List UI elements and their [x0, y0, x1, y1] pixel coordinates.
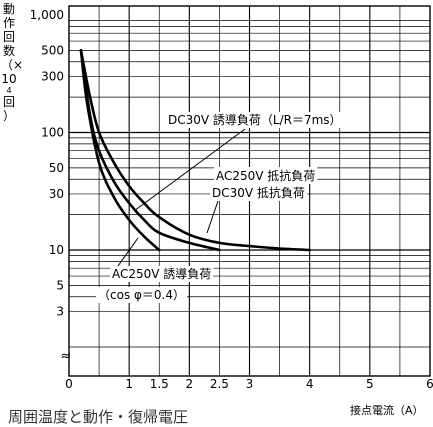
y-tick-label: 3: [56, 304, 64, 318]
x-tick-label: 2.5: [210, 377, 229, 391]
x-axis-title: 接点電流（A）: [350, 404, 424, 417]
y-tick-label: 5: [56, 278, 64, 292]
y-title-char: ）: [2, 109, 15, 123]
x-tick-label: 2: [186, 377, 194, 391]
callout-bg: [210, 184, 307, 201]
x-tick-label: 6: [426, 377, 433, 391]
caption-cut: 周囲温度と動作・復帰電圧: [8, 408, 189, 426]
callout-label: （cos φ＝0.4）: [98, 288, 185, 302]
y-tick-label: 500: [41, 43, 64, 57]
y-tick-label: 100: [41, 126, 64, 140]
y-title-char: （×: [1, 58, 24, 72]
callout-bg: [214, 167, 318, 184]
series-line-1: [79, 49, 311, 252]
series-line-2: [79, 49, 221, 252]
y-tick-label: 1,000: [30, 8, 64, 22]
y-tick-label: 10: [49, 243, 64, 257]
grid: [68, 5, 431, 377]
series-line-3: [79, 49, 161, 252]
y-title-char: 4: [6, 86, 12, 95]
x-tick-label: 1: [125, 377, 133, 391]
curves: [79, 49, 311, 252]
y-title-char: 回: [2, 30, 15, 44]
y-title-char: 作: [2, 16, 15, 30]
callout-leader: [206, 200, 219, 234]
callout-label: AC250V 抵抗負荷: [216, 168, 315, 183]
y-title-char: 回: [2, 95, 15, 109]
callout-bg: [110, 266, 214, 282]
x-tick-label: 3: [246, 377, 254, 391]
x-tick-label: 1.5: [150, 377, 169, 391]
callouts: DC30V 誘導負荷（L/R＝7ms） AC250V 抵抗負荷 DC30V 抵抗負荷…: [96, 112, 344, 303]
y-tick-label: 300: [41, 69, 64, 83]
x-tick-label: 4: [306, 377, 314, 391]
callout-label: DC30V 抵抗負荷: [212, 185, 305, 200]
y-axis-break: ≈: [61, 349, 72, 364]
y-tick-label: 30: [49, 187, 64, 201]
y-title-char: 10: [1, 72, 17, 86]
callout-bg: [96, 287, 188, 303]
y-title-char: 数: [2, 44, 15, 58]
y-title-char: 動: [2, 2, 15, 16]
x-tick-label: 5: [366, 377, 374, 391]
y-axis-title: 動作回数（× 10 4 回）: [1, 2, 24, 123]
y-tick-label: 50: [49, 161, 64, 175]
tick-labels: 0 1 1.5 2 2.5 3 4 5 6 1,000 500 300 100 50 30 10 5 3 ≈: [30, 8, 433, 391]
x-tick-label: 0: [65, 377, 73, 391]
callout-label: AC250V 誘導負荷: [112, 267, 211, 281]
callout-leader: [117, 237, 139, 267]
callout-leader: [133, 128, 246, 212]
callout-bg: [166, 112, 344, 128]
callout-label: DC30V 誘導負荷（L/R＝7ms）: [168, 113, 342, 127]
